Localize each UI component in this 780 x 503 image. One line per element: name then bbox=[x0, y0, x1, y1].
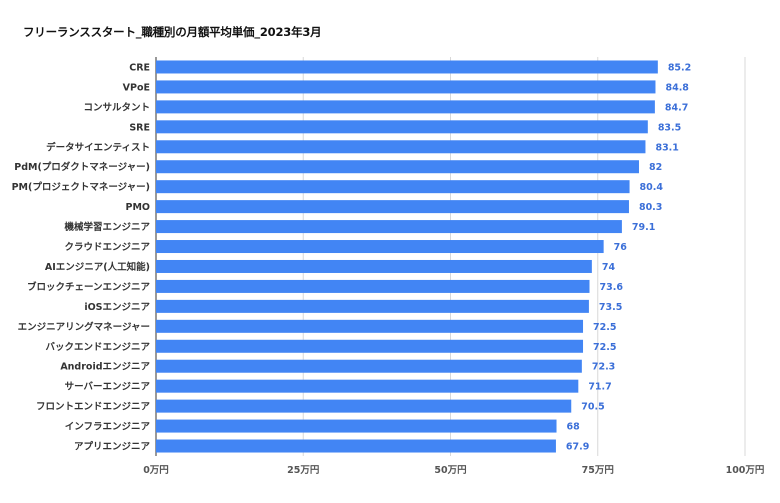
value-label: 83.1 bbox=[655, 142, 678, 153]
bar[interactable] bbox=[156, 439, 556, 453]
value-label: 74 bbox=[602, 262, 616, 273]
bar[interactable] bbox=[156, 100, 655, 114]
category-label: フロントエンドエンジニア bbox=[36, 402, 151, 413]
category-label: インフラエンジニア bbox=[65, 422, 151, 433]
category-label: サーバーエンジニア bbox=[65, 381, 151, 393]
value-label: 83.5 bbox=[658, 122, 681, 133]
category-label: データサイエンティスト bbox=[46, 141, 150, 153]
value-label: 76 bbox=[614, 242, 628, 253]
bar[interactable] bbox=[156, 359, 582, 373]
value-label: 70.5 bbox=[581, 402, 604, 413]
value-label: 72.5 bbox=[593, 342, 616, 353]
bar[interactable] bbox=[156, 60, 658, 74]
category-label: Androidエンジニア bbox=[60, 362, 150, 373]
bar[interactable] bbox=[156, 339, 584, 353]
bar[interactable] bbox=[156, 259, 592, 273]
bar[interactable] bbox=[156, 240, 604, 254]
x-tick-label: 0万円 bbox=[143, 465, 169, 476]
bar[interactable] bbox=[156, 419, 557, 433]
category-label: PM(プロジェクトマネージャー) bbox=[12, 181, 150, 193]
value-label: 73.5 bbox=[599, 302, 622, 313]
value-label: 82 bbox=[649, 162, 662, 173]
value-label: 68 bbox=[567, 422, 581, 433]
bar[interactable] bbox=[156, 180, 630, 194]
x-tick-label: 100万円 bbox=[726, 465, 765, 476]
x-tick-label: 50万円 bbox=[434, 465, 466, 476]
bar[interactable] bbox=[156, 220, 622, 234]
category-label: エンジニアリングマネージャー bbox=[18, 321, 150, 333]
category-label: PMO bbox=[126, 202, 151, 213]
value-label: 79.1 bbox=[632, 222, 655, 233]
category-label: ブロックチェーンエンジニア bbox=[27, 281, 151, 293]
bar[interactable] bbox=[156, 379, 579, 393]
value-label: 80.3 bbox=[639, 202, 662, 213]
value-label: 85.2 bbox=[668, 62, 691, 73]
category-label: クラウドエンジニア bbox=[64, 242, 150, 253]
bar[interactable] bbox=[156, 279, 590, 293]
value-label: 84.8 bbox=[665, 82, 689, 93]
value-label: 84.7 bbox=[665, 102, 688, 113]
bar[interactable] bbox=[156, 399, 572, 413]
bar[interactable] bbox=[156, 299, 589, 313]
category-label: 機械学習エンジニア bbox=[64, 221, 150, 233]
category-label: VPoE bbox=[123, 82, 150, 93]
value-label: 72.5 bbox=[593, 322, 616, 333]
value-label: 72.3 bbox=[592, 362, 615, 373]
value-label: 71.7 bbox=[588, 382, 611, 393]
category-label: PdM(プロダクトマネージャー) bbox=[14, 161, 150, 173]
bar[interactable] bbox=[156, 80, 656, 94]
x-tick-label: 25万円 bbox=[287, 465, 319, 476]
bar[interactable] bbox=[156, 319, 584, 333]
category-label: コンサルタント bbox=[83, 101, 150, 113]
bar[interactable] bbox=[156, 140, 646, 154]
category-label: AIエンジニア(人工知能) bbox=[45, 261, 150, 273]
category-label: CRE bbox=[129, 62, 150, 73]
bar[interactable] bbox=[156, 200, 629, 214]
value-label: 67.9 bbox=[566, 442, 589, 453]
category-label: SRE bbox=[129, 122, 150, 133]
category-label: iOSエンジニア bbox=[84, 302, 150, 313]
bar[interactable] bbox=[156, 160, 639, 174]
bar[interactable] bbox=[156, 120, 648, 134]
category-label: アプリエンジニア bbox=[74, 441, 151, 453]
x-tick-label: 75万円 bbox=[582, 465, 614, 476]
value-label: 80.4 bbox=[640, 182, 664, 193]
value-label: 73.6 bbox=[600, 282, 624, 293]
chart-title: フリーランススタート_職種別の月額平均単価_2023年3月 bbox=[23, 25, 322, 39]
category-label: バックエンドエンジニア bbox=[45, 341, 150, 353]
